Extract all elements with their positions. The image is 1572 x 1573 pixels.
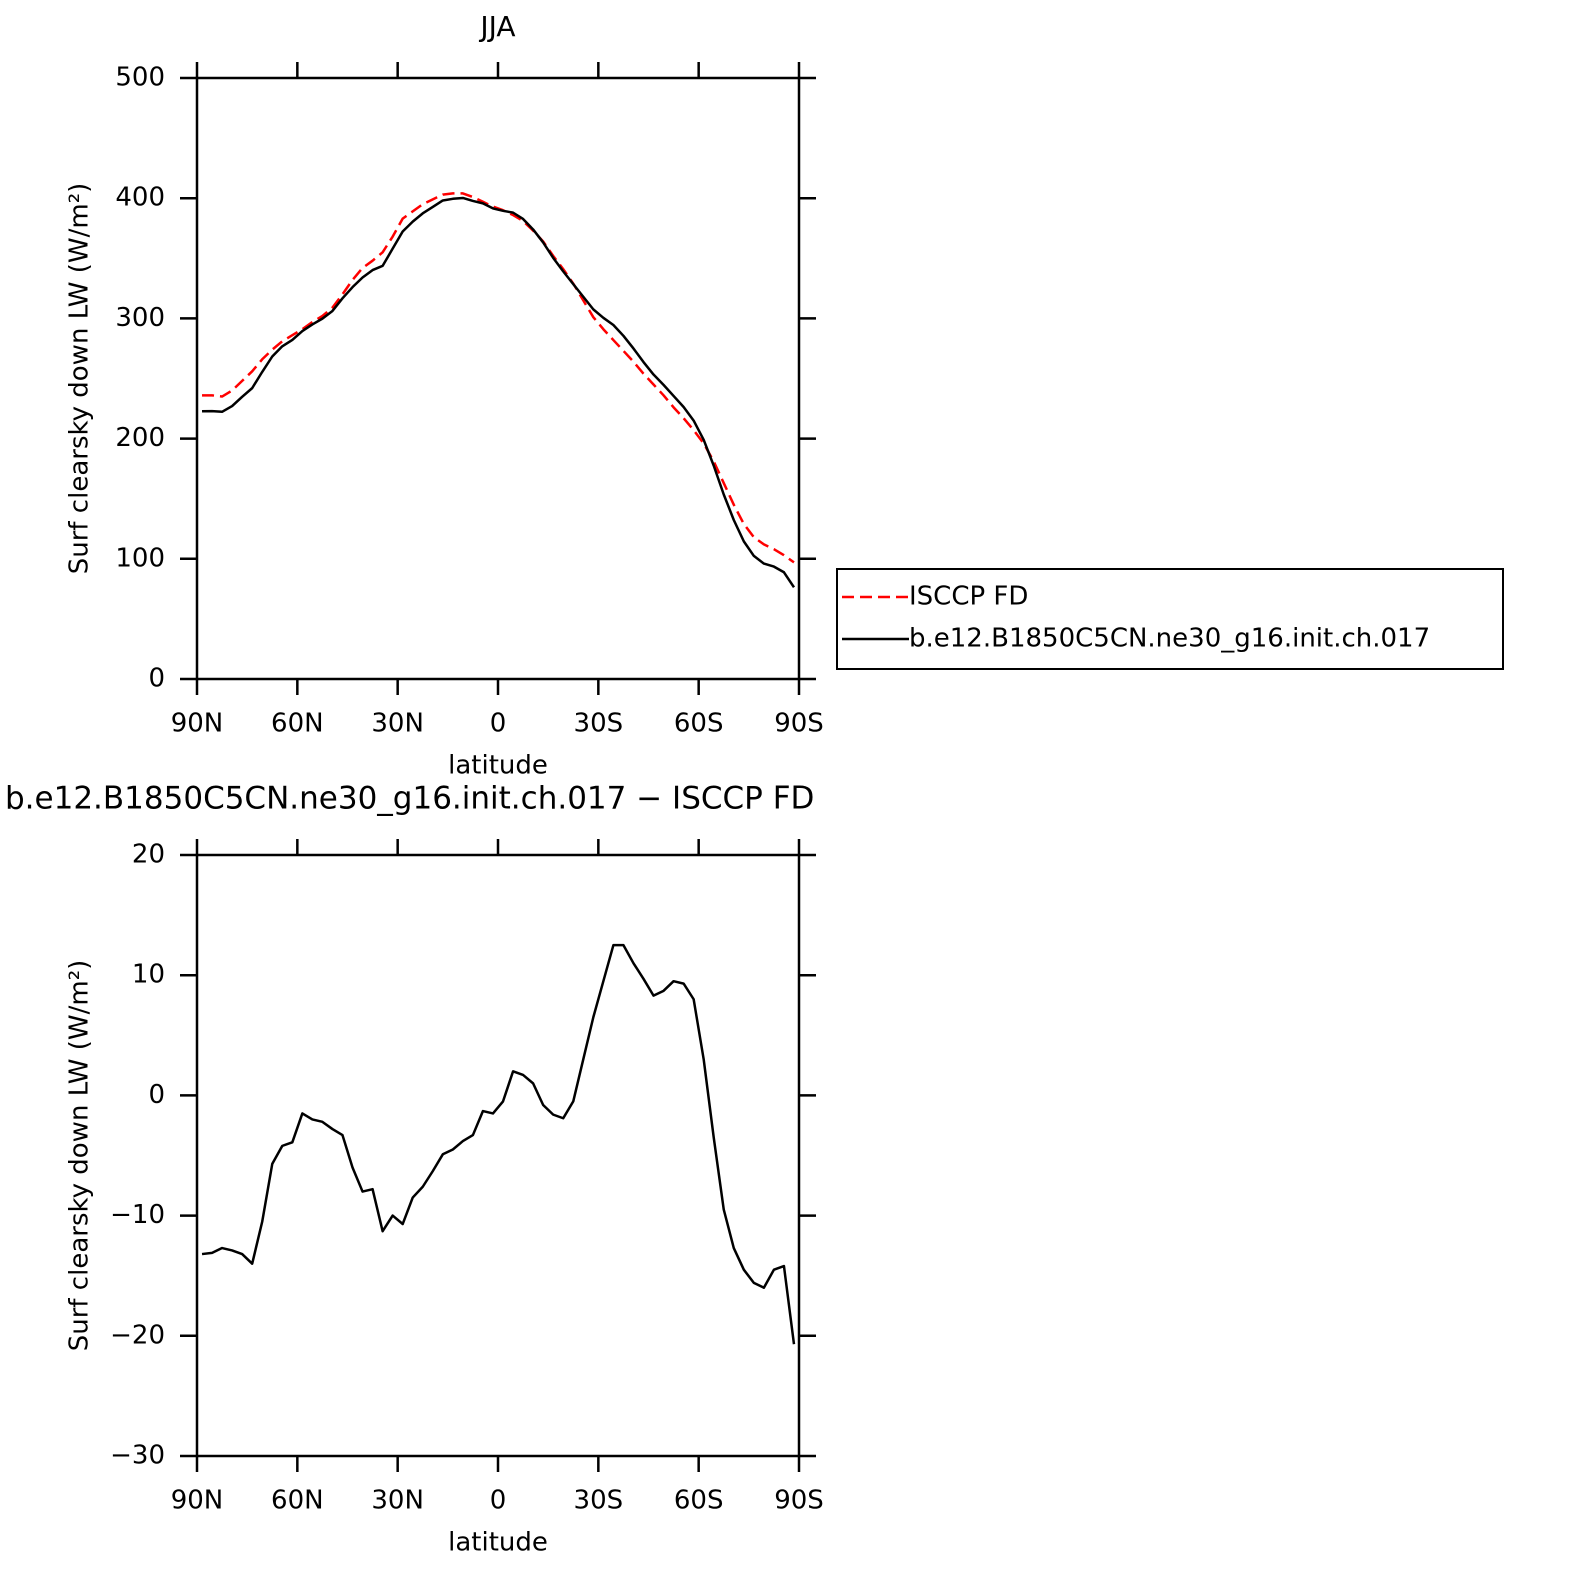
- y-tick-label: 400: [115, 183, 165, 213]
- chart-title: JJA: [478, 10, 515, 43]
- y-tick-label: −10: [110, 1200, 165, 1230]
- x-tick-label: 60S: [674, 709, 724, 739]
- x-tick-label: 30N: [371, 709, 424, 739]
- legend-label: b.e12.B1850C5CN.ne30_g16.init.ch.017: [909, 624, 1430, 654]
- data-line: [201, 943, 796, 1345]
- y-tick-label: −20: [110, 1320, 165, 1350]
- x-tick-label: 90N: [171, 1486, 224, 1516]
- x-axis-label: latitude: [448, 1528, 548, 1558]
- y-tick-label: 500: [115, 63, 165, 93]
- y-tick-label: 10: [132, 960, 165, 990]
- legend: ISCCP FD b.e12.B1850C5CN.ne30_g16.init.ch…: [836, 568, 1504, 670]
- x-tick-label: 60N: [271, 1486, 324, 1516]
- data-line: [202, 196, 796, 588]
- x-tick-label: 30N: [371, 1486, 424, 1516]
- x-tick-label: 60N: [271, 709, 324, 739]
- y-tick-label: 0: [148, 664, 165, 694]
- y-tick-label: −30: [110, 1441, 165, 1471]
- x-tick-label: 30S: [574, 709, 624, 739]
- chart-title: b.e12.B1850C5CN.ne30_g16.init.ch.017 − I…: [5, 781, 814, 817]
- y-axis-label: Surf clearsky down LW (W/m²): [65, 183, 95, 575]
- x-tick-label: 90S: [774, 1486, 824, 1516]
- y-tick-label: 300: [115, 303, 165, 333]
- y-tick-label: 0: [148, 1080, 165, 1110]
- x-tick-label: 60S: [674, 1486, 724, 1516]
- y-tick-label: 100: [115, 543, 165, 573]
- x-tick-label: 0: [490, 709, 507, 739]
- legend-box: [836, 568, 1504, 670]
- y-tick-label: 200: [115, 423, 165, 453]
- plot-frame: [195, 76, 801, 681]
- legend-label: ISCCP FD: [909, 582, 1028, 612]
- x-tick-label: 30S: [574, 1486, 624, 1516]
- y-tick-label: 20: [132, 840, 165, 870]
- x-tick-label: 90S: [774, 709, 824, 739]
- plot-frame: [195, 853, 801, 1458]
- data-line: [202, 192, 795, 564]
- x-axis-label: latitude: [448, 751, 548, 781]
- panel: b.e12.B1850C5CN.ne30_g16.init.ch.017 − I…: [5, 781, 824, 1558]
- panel: JJA 0 100 200 300 400 500 90N 60N 30N 0 30S 60S 90S la…: [65, 10, 1504, 781]
- x-tick-label: 90N: [171, 709, 224, 739]
- y-axis-label: Surf clearsky down LW (W/m²): [65, 960, 95, 1352]
- x-tick-label: 0: [490, 1486, 507, 1516]
